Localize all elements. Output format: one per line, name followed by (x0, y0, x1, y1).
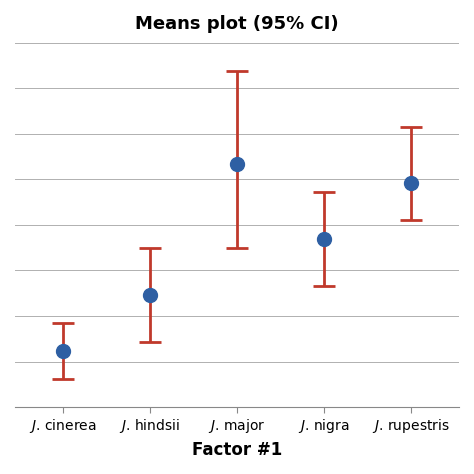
Point (59, 347, 67, 355)
Point (320, 235, 328, 243)
X-axis label: Factor #1: Factor #1 (192, 441, 282, 459)
Point (233, 161, 241, 168)
Point (407, 179, 415, 187)
Point (146, 291, 154, 299)
Title: Means plot (95% CI): Means plot (95% CI) (135, 15, 339, 33)
